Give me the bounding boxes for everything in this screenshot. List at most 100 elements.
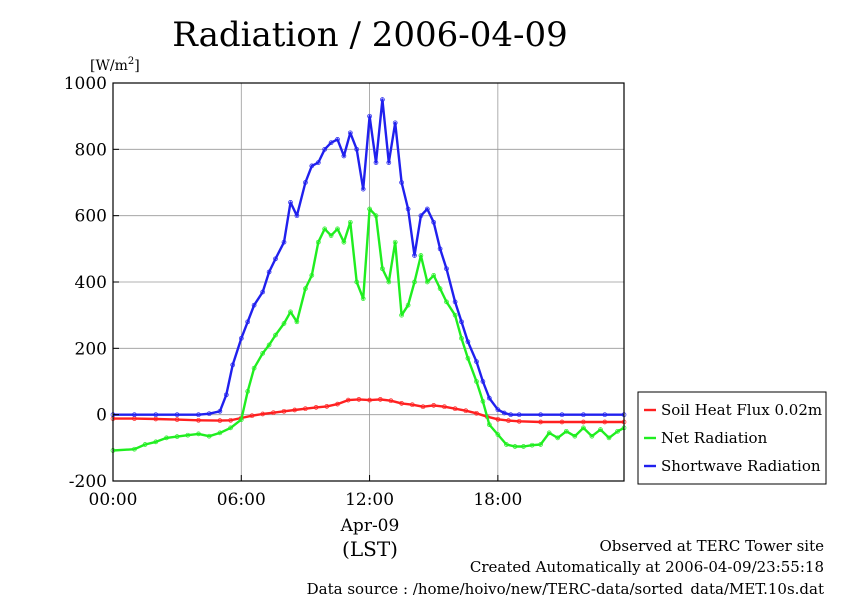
data-point	[572, 433, 578, 439]
data-point	[386, 279, 392, 285]
data-point	[328, 233, 334, 238]
data-point	[354, 146, 360, 152]
data-point	[367, 206, 372, 212]
data-point	[512, 444, 518, 449]
data-point	[206, 411, 212, 417]
legend-entry-net-radiation: Net Radiation	[661, 429, 768, 447]
series-layer	[110, 97, 627, 453]
data-point	[288, 309, 293, 315]
data-point	[273, 332, 278, 338]
data-point	[294, 213, 300, 219]
data-point	[377, 397, 383, 402]
data-point	[606, 435, 612, 441]
data-point	[315, 160, 321, 165]
data-point	[386, 160, 392, 165]
data-point	[324, 404, 330, 409]
data-point	[474, 359, 479, 364]
data-point	[251, 365, 257, 371]
data-point	[354, 279, 360, 285]
data-point	[559, 419, 565, 425]
data-point	[341, 153, 347, 159]
data-point	[373, 213, 379, 219]
x-axis-ticks: 00:00 06:00 12:00 18:00	[89, 475, 522, 510]
data-point	[452, 312, 458, 318]
data-point	[452, 406, 458, 412]
x-tick-label: 06:00	[217, 490, 266, 510]
data-point	[501, 410, 507, 416]
data-point	[273, 256, 278, 262]
data-point	[480, 379, 486, 384]
data-point	[581, 419, 586, 425]
data-point	[373, 160, 379, 165]
data-point	[142, 442, 148, 447]
data-point	[555, 435, 561, 441]
legend-entry-shortwave-radiation: Shortwave Radiation	[661, 457, 821, 475]
data-point	[506, 418, 511, 423]
data-point	[474, 379, 479, 384]
data-point	[388, 398, 394, 404]
data-point	[335, 401, 340, 407]
data-point	[266, 269, 272, 275]
data-point	[474, 410, 479, 416]
y-tick-label: 400	[75, 273, 107, 293]
y-tick-label: 600	[75, 207, 107, 227]
data-point	[459, 336, 464, 341]
data-point	[164, 435, 169, 441]
data-point	[431, 273, 437, 278]
data-point	[238, 417, 244, 422]
data-point	[418, 213, 424, 219]
data-point	[452, 299, 458, 305]
x-tick-label: 12:00	[345, 490, 394, 510]
series-shortwave-radiation	[110, 97, 627, 418]
x-tick-label: 00:00	[89, 490, 138, 510]
legend: Soil Heat Flux 0.02m Net Radiation Shortwa…	[637, 391, 827, 485]
x-tick-label: 18:00	[473, 490, 522, 510]
footer-site: Observed at TERC Tower site	[599, 537, 824, 555]
chart-title: Radiation / 2006-04-09	[172, 15, 568, 55]
data-point	[341, 239, 347, 245]
legend-entry-soil-heat-flux-0-02m: Soil Heat Flux 0.02m	[661, 401, 822, 419]
data-point	[508, 412, 514, 418]
data-point	[392, 120, 398, 126]
data-point	[271, 410, 276, 416]
data-point	[356, 397, 362, 402]
data-point	[153, 412, 159, 418]
data-point	[217, 430, 223, 436]
data-point	[260, 289, 266, 295]
data-point	[315, 239, 321, 245]
y-axis-unit-end: ]	[134, 58, 139, 74]
y-tick-label: 0	[96, 406, 107, 426]
data-point	[228, 425, 233, 431]
data-point	[418, 253, 424, 258]
data-point	[292, 407, 298, 413]
data-point	[516, 412, 522, 418]
data-point	[602, 412, 608, 418]
data-point	[392, 239, 398, 245]
data-point	[281, 321, 287, 326]
data-point	[174, 434, 180, 439]
data-point	[230, 362, 236, 368]
y-axis-unit-label: [W/m2]	[90, 56, 140, 74]
data-point	[486, 422, 492, 427]
data-point	[245, 319, 251, 325]
data-point	[409, 402, 415, 408]
data-point	[196, 431, 201, 437]
data-point	[196, 417, 201, 423]
data-point	[249, 413, 255, 419]
y-axis-unit-superscript: 2	[128, 56, 134, 67]
data-point	[559, 412, 565, 418]
footer-data-source: Data source : /home/hoivo/new/TERC-data/…	[307, 580, 824, 595]
y-tick-label: -200	[69, 472, 107, 492]
series-line	[113, 98, 624, 416]
data-point	[303, 286, 308, 291]
data-point	[598, 427, 603, 432]
data-point	[367, 397, 372, 403]
y-tick-label: 800	[75, 140, 107, 160]
data-point	[495, 407, 501, 413]
data-point	[495, 416, 501, 422]
data-point	[260, 411, 266, 417]
data-point	[405, 206, 411, 212]
data-point	[245, 389, 251, 394]
data-point	[521, 444, 526, 449]
